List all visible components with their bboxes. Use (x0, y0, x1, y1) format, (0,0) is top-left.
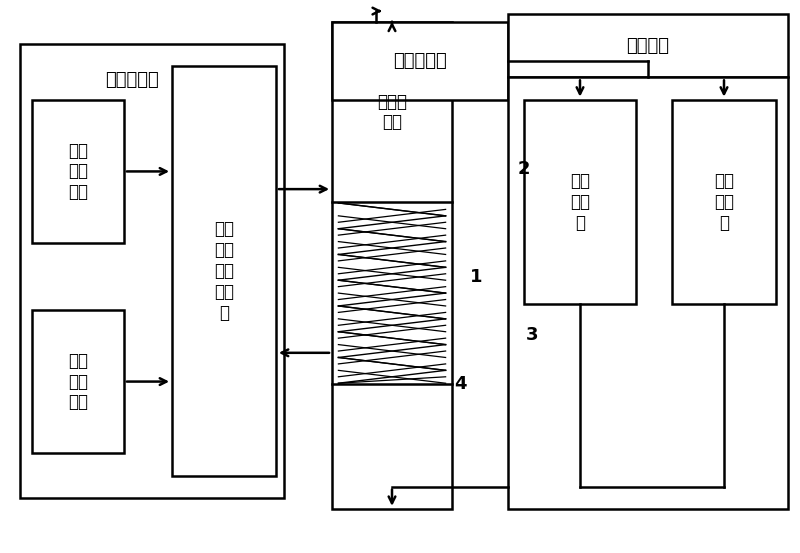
Text: 核磁共振仪: 核磁共振仪 (105, 71, 159, 89)
Bar (524, 100, 636, 304)
Bar (508, 77, 788, 509)
Bar (672, 100, 776, 304)
Text: 射频
发射
系统: 射频 发射 系统 (68, 142, 88, 201)
Text: 4: 4 (454, 375, 466, 393)
Text: 信号
处理
与控
制系
统: 信号 处理 与控 制系 统 (214, 220, 234, 322)
Text: 光电转
换器: 光电转 换器 (377, 92, 407, 132)
Text: 压缩
机制
冷: 压缩 机制 冷 (714, 172, 734, 232)
Bar (20, 44, 284, 498)
Text: 射频
接收
系统: 射频 接收 系统 (68, 352, 88, 411)
Bar (332, 22, 508, 100)
Text: 3: 3 (526, 326, 538, 343)
Bar (508, 14, 788, 77)
Bar (32, 310, 124, 453)
Bar (332, 22, 452, 509)
Text: 热电
膜加
热: 热电 膜加 热 (570, 172, 590, 232)
Text: 2: 2 (518, 160, 530, 178)
Bar (172, 66, 276, 476)
Bar (32, 100, 124, 243)
Text: 温度控制器: 温度控制器 (393, 52, 447, 70)
Text: 变温模块: 变温模块 (626, 36, 670, 55)
Text: 1: 1 (470, 268, 482, 285)
